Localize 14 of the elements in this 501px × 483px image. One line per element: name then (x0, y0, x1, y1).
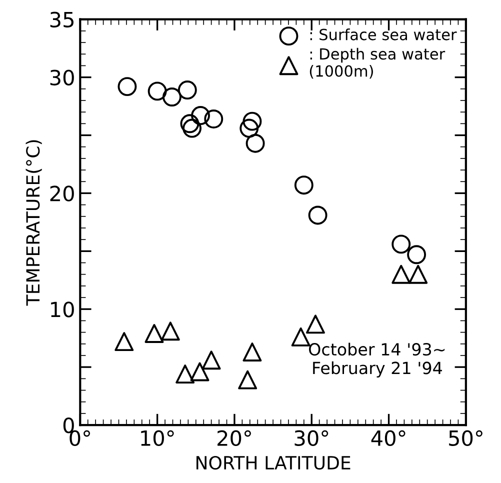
x-tick-label: 20° (218, 430, 251, 446)
annotation: October 14 '93~ February 21 '94 (309, 342, 445, 378)
x-tick-label: 50° (449, 430, 482, 446)
x-tick-label: 40° (371, 430, 406, 446)
x-tick-label: 30° (294, 430, 328, 446)
x-axis-title: NORTH LATITUDE (196, 456, 350, 470)
y-tick-label: 35 (50, 12, 74, 28)
legend-label: : Depth sea water (1000m) (310, 48, 446, 79)
x-tick-label: 10° (141, 430, 174, 446)
y-tick-label: 10 (51, 302, 74, 318)
legend-label: : Surface sea water (310, 28, 457, 40)
y-axis-title: TEMPERATURE(°C) (26, 140, 42, 306)
y-tick-label: 20 (50, 186, 74, 202)
y-tick-label: 30 (50, 70, 74, 86)
